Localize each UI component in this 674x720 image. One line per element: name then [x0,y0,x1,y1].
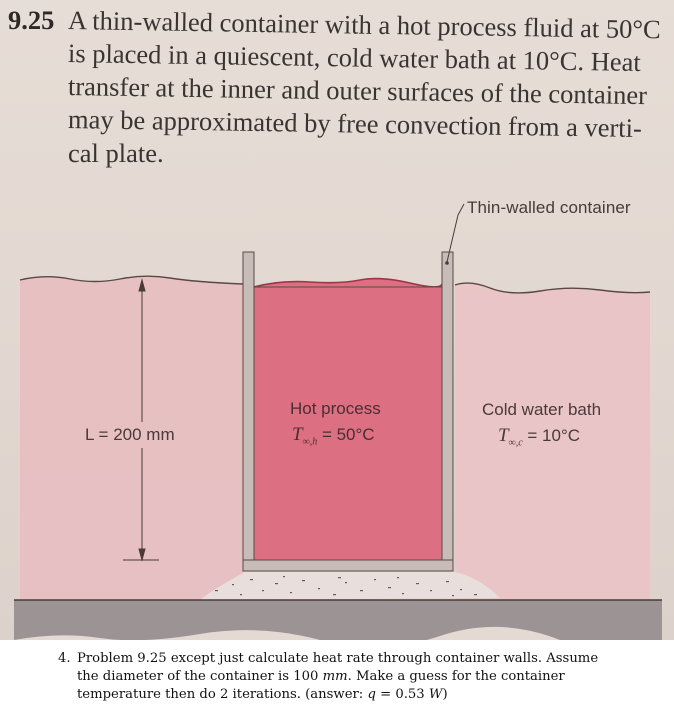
ground [14,600,662,640]
container-right-wall [441,251,454,571]
assignment-problem: 4. Problem 9.25 except just calculate he… [58,650,618,704]
assignment-number: 4. [58,651,71,666]
assignment-text-1: Problem 9.25 except just calculate heat … [77,651,599,684]
gravel-texture [215,576,477,597]
water-surface-left [19,275,244,285]
cold-temperature-symbol: T [498,425,509,446]
answer-symbol: q [367,687,376,702]
callout-thin-walled-container: Thin-walled container [467,198,631,217]
cold-water-bath-title: Cold water bath [482,400,602,419]
assignment-unit: mm [322,669,348,684]
assignment-item-4: 4. Problem 9.25 except just calculate he… [58,650,618,704]
container-left-wall [242,251,255,571]
assignment-text-2: . Make a guess for the container tempera… [77,669,565,702]
answer-value: = 0.53 [375,687,429,702]
answer-close: ) [442,687,448,702]
cold-water-bath-right [455,283,650,640]
container-bottom [242,559,454,572]
hot-process-fluid [254,278,442,560]
hot-temperature-symbol: T [292,424,303,445]
hot-fluid-surface [253,277,443,288]
problem-number: 9.25 [8,5,55,35]
hot-process-title: Hot process [290,399,381,418]
water-surface-right [454,282,651,294]
length-label-text: L = 200 mm [85,425,175,444]
textbook-photo: 9.25 A thin-walled container with a hot … [0,0,674,640]
callout-leader [446,203,465,263]
answer-unit: W [428,687,443,702]
length-dimension [123,278,159,562]
gravel-pad [200,572,500,600]
cold-temperature-value: = 10°C [522,426,581,445]
cold-temperature-subscript: ∞,c [508,437,523,449]
cold-water-bath-left [20,276,243,640]
hot-process-temperature: T∞,h = 50°C [292,424,375,447]
length-label: L = 200 mm [85,425,175,445]
hot-temperature-value: = 50°C [317,425,375,444]
problem-line-5: cal plate. [68,138,164,168]
cold-water-bath-temperature: T∞,c = 10°C [498,425,580,448]
hot-temperature-subscript: ∞,h [302,436,318,448]
container-diagram [14,203,662,640]
